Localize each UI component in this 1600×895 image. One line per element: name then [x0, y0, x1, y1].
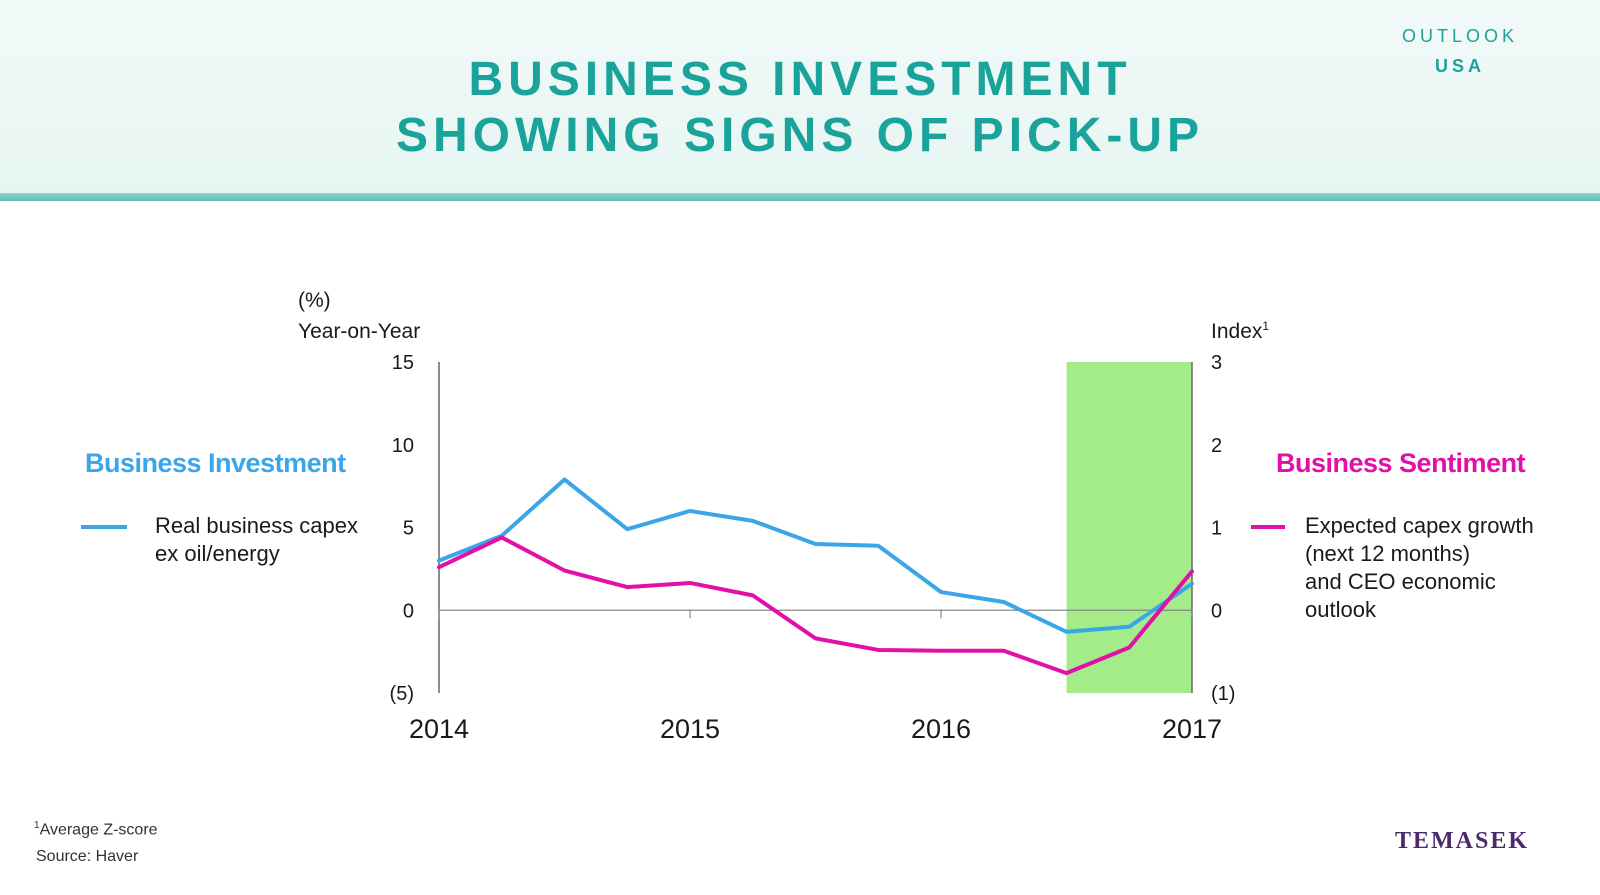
source-note: Source: Haver — [36, 848, 139, 865]
right-tick-label: 1 — [1211, 518, 1222, 540]
legend-left-title: Business Investment — [85, 448, 346, 478]
left-tick-label: (5) — [390, 683, 414, 705]
footnote-text: Average Z-score — [39, 821, 158, 839]
legend-right-line-4: outlook — [1305, 597, 1376, 622]
brand-logo: TEMASEK — [1395, 828, 1530, 854]
footnote-mark: 1 — [34, 820, 40, 831]
legend-right-swatch — [1251, 525, 1285, 529]
page-title: BUSINESS INVESTMENT SHOWING SIGNS OF PIC… — [0, 52, 1600, 164]
highlight-band — [1066, 362, 1192, 693]
badge-region: USA — [1434, 56, 1485, 76]
right-tick-label: (1) — [1211, 683, 1235, 705]
legend-right-line-1: Expected capex growth — [1305, 513, 1534, 538]
title-line-2: SHOWING SIGNS OF PICK-UP — [395, 109, 1205, 162]
footnote: 1Average Z-score — [34, 820, 158, 839]
right-tick-label: 2 — [1211, 435, 1222, 457]
left-tick-label: 0 — [403, 600, 414, 622]
left-axis-unit: (%) — [298, 289, 331, 312]
legend-left-swatch — [81, 525, 127, 529]
right-tick-label: 3 — [1211, 352, 1222, 374]
badge-outlook: OUTLOOK — [1401, 26, 1518, 46]
header-band — [0, 0, 1600, 198]
right-tick-label: 0 — [1211, 600, 1222, 622]
legend-right-title: Business Sentiment — [1276, 448, 1526, 478]
series-line-business-investment — [437, 477, 1194, 634]
right-axis-label-sup: 1 — [1262, 319, 1269, 333]
legend-right-text: Expected capex growth (next 12 months) a… — [1305, 512, 1534, 624]
right-axis-label: Index1 — [1211, 319, 1269, 343]
right-axis-label-text: Index — [1211, 320, 1263, 343]
legend-left-text: Real business capex ex oil/energy — [155, 512, 358, 568]
left-tick-label: 5 — [403, 518, 414, 540]
left-axis-label: Year-on-Year — [298, 320, 420, 343]
x-tick-label: 2016 — [911, 714, 971, 744]
legend-right-line-3: and CEO economic — [1305, 569, 1496, 594]
header-rule — [0, 193, 1600, 201]
x-tick-label: 2017 — [1162, 714, 1222, 744]
x-tick-label: 2015 — [660, 714, 720, 744]
series-line-business-sentiment — [437, 535, 1194, 676]
legend-left-line-1: Real business capex — [155, 513, 359, 538]
legend-right-line-2: (next 12 months) — [1305, 541, 1471, 566]
x-tick-label: 2014 — [409, 714, 469, 744]
left-tick-label: 10 — [392, 435, 414, 457]
left-tick-label: 15 — [392, 352, 414, 374]
legend-left-line-2: ex oil/energy — [155, 541, 280, 566]
title-line-1: BUSINESS INVESTMENT — [468, 53, 1132, 106]
